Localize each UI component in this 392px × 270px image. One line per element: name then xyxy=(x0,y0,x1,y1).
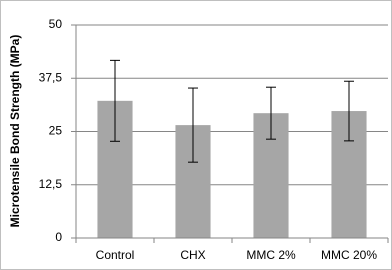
error-bar xyxy=(344,80,354,142)
error-bar xyxy=(188,87,198,163)
y-tick-label: 25 xyxy=(49,124,63,138)
y-axis-title: Microtensile Bond Strength (MPa) xyxy=(8,35,22,228)
y-tick-label: 37,5 xyxy=(39,70,63,84)
x-tick-label: MMC 20% xyxy=(321,248,377,262)
x-tick-label: Control xyxy=(96,248,135,262)
error-bar xyxy=(266,86,276,140)
x-tick-label: MMC 2% xyxy=(246,248,296,262)
y-tick-label: 0 xyxy=(55,230,62,244)
x-tick-label: CHX xyxy=(180,248,205,262)
y-tick-label: 50 xyxy=(49,17,63,31)
y-tick-label: 12,5 xyxy=(39,177,63,191)
error-bar xyxy=(110,59,120,142)
